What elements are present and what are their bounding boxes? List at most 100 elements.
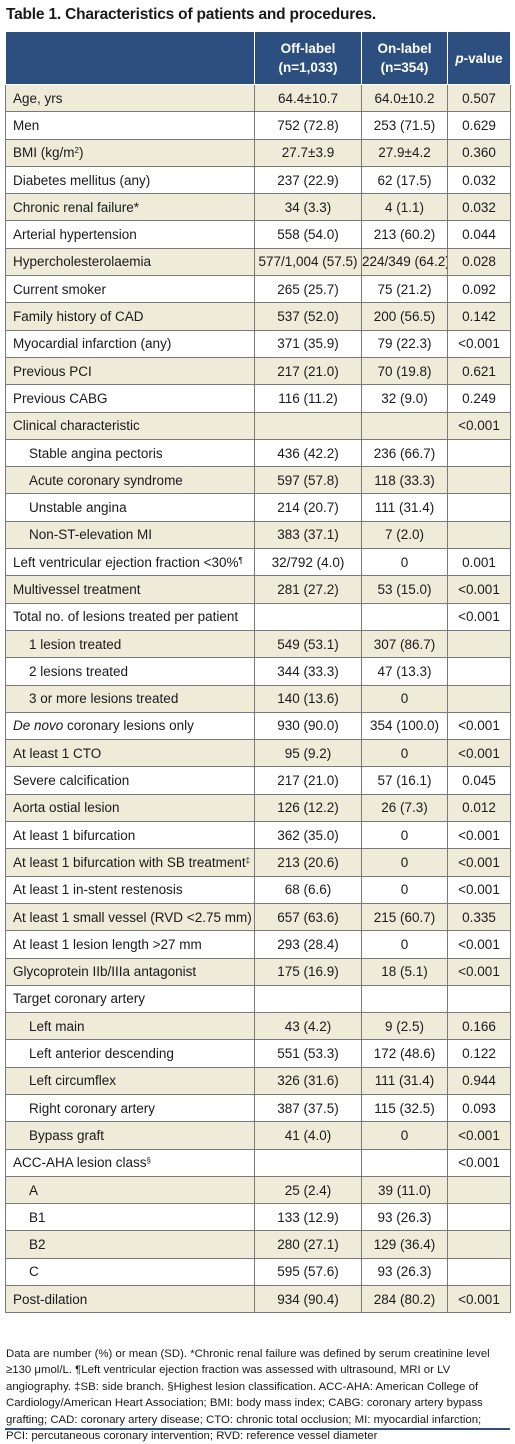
off-label-value: 344 (33.3)	[254, 657, 362, 686]
on-label-value: 253 (71.5)	[361, 111, 448, 140]
row-label: Previous PCI	[5, 356, 255, 386]
off-label-value: 387 (37.5)	[254, 1093, 362, 1123]
on-label-value: 93 (26.3)	[361, 1257, 448, 1287]
on-label-value: 57 (16.1)	[361, 766, 448, 795]
on-label-value: 75 (21.2)	[361, 275, 448, 304]
p-value: <0.001	[447, 602, 511, 631]
p-value: 0.507	[447, 83, 511, 113]
p-value: <0.001	[447, 957, 511, 986]
table-row: Stable angina pectoris 436 (42.2) 236 (66.…	[5, 438, 511, 468]
table-row: Previous PCI 217 (21.0) 70 (19.8) 0.621	[5, 356, 511, 386]
row-label: Left main	[5, 1012, 255, 1041]
off-label-value: 214 (20.7)	[254, 493, 362, 522]
p-value	[447, 466, 511, 495]
table-row: Arterial hypertension 558 (54.0) 213 (60.2…	[5, 220, 511, 249]
off-label-value: 175 (16.9)	[254, 957, 362, 986]
p-value: <0.001	[447, 875, 511, 904]
off-label-value: 237 (22.9)	[254, 165, 362, 195]
p-value: 0.032	[447, 193, 511, 222]
row-label: At least 1 in-stent restenosis	[5, 875, 255, 904]
table-row: Post-dilation 934 (90.4) 284 (80.2) <0.001	[5, 1285, 511, 1314]
on-label-value: 224/349 (64.2)	[361, 247, 448, 277]
table-row: 1 lesion treated 549 (53.1) 307 (86.7)	[5, 629, 511, 659]
p-value: <0.001	[447, 821, 511, 850]
table-row: BMI (kg/m2) 27.7±3.9 27.9±4.2 0.360	[5, 138, 511, 167]
row-label: Age, yrs	[5, 83, 255, 113]
row-label: At least 1 CTO	[5, 739, 255, 768]
table-row: Age, yrs 64.4±10.7 64.0±10.2 0.507	[5, 83, 511, 113]
table-row: Clinical characteristic <0.001	[5, 411, 511, 440]
table-row: Total no. of lesions treated per patient…	[5, 602, 511, 631]
on-label-value: 0	[361, 684, 448, 713]
table-row: Myocardial infarction (any) 371 (35.9) 79 …	[5, 329, 511, 358]
row-label: Myocardial infarction (any)	[5, 329, 255, 358]
on-label-value: 47 (13.3)	[361, 657, 448, 686]
row-label: A	[5, 1175, 255, 1205]
row-label: Total no. of lesions treated per patient	[5, 602, 255, 631]
row-label: C	[5, 1257, 255, 1287]
header-off-label: Off-label (n=1,033)	[254, 31, 362, 85]
table-row: Severe calcification 217 (21.0) 57 (16.1) 0…	[5, 766, 511, 795]
p-value: <0.001	[447, 739, 511, 768]
row-label: Chronic renal failure*	[5, 193, 255, 222]
on-label-value: 284 (80.2)	[361, 1285, 448, 1314]
row-label: Multivessel treatment	[5, 575, 255, 604]
p-value	[447, 629, 511, 659]
p-value	[447, 1203, 511, 1232]
row-label: Target coronary artery	[5, 984, 255, 1014]
p-value	[447, 520, 511, 550]
table-row: Multivessel treatment 281 (27.2) 53 (15.0)…	[5, 575, 511, 604]
p-value: <0.001	[447, 848, 511, 877]
on-label-value: 64.0±10.2	[361, 83, 448, 113]
on-label-value: 115 (32.5)	[361, 1093, 448, 1123]
on-label-value: 0	[361, 930, 448, 959]
table-row: B1 133 (12.9) 93 (26.3)	[5, 1203, 511, 1232]
p-value: 0.335	[447, 902, 511, 932]
characteristics-table: Off-label (n=1,033) On-label (n=354) p-val…	[5, 31, 511, 1314]
off-label-value: 383 (37.1)	[254, 520, 362, 550]
row-label: Family history of CAD	[5, 302, 255, 331]
table-row: Diabetes mellitus (any) 237 (22.9) 62 (17.…	[5, 165, 511, 195]
off-label-value: 752 (72.8)	[254, 111, 362, 140]
table-row: De novo coronary lesions only 930 (90.0) 3…	[5, 711, 511, 741]
row-label: At least 1 bifurcation	[5, 821, 255, 850]
on-label-value: 111 (31.4)	[361, 1066, 448, 1095]
on-label-value: 213 (60.2)	[361, 220, 448, 249]
off-label-value	[254, 1148, 362, 1177]
on-label-value: 0	[361, 548, 448, 577]
p-value	[447, 684, 511, 713]
p-value: 0.001	[447, 548, 511, 577]
row-label: 3 or more lesions treated	[5, 684, 255, 713]
row-label: B2	[5, 1230, 255, 1259]
row-label: BMI (kg/m2)	[5, 138, 255, 167]
row-label: Hypercholesterolaemia	[5, 247, 255, 277]
on-label-value: 118 (33.3)	[361, 466, 448, 495]
off-label-value: 934 (90.4)	[254, 1285, 362, 1314]
off-label-value	[254, 411, 362, 440]
table-row: At least 1 bifurcation 362 (35.0) 0 <0.001	[5, 821, 511, 850]
table-row: Previous CABG 116 (11.2) 32 (9.0) 0.249	[5, 384, 511, 413]
on-label-value: 9 (2.5)	[361, 1012, 448, 1041]
off-label-value: 280 (27.1)	[254, 1230, 362, 1259]
row-label: Left ventricular ejection fraction <30%¶	[5, 548, 255, 577]
row-label: Diabetes mellitus (any)	[5, 165, 255, 195]
on-label-value: 200 (56.5)	[361, 302, 448, 331]
row-label: At least 1 small vessel (RVD <2.75 mm)	[5, 902, 255, 932]
p-value: <0.001	[447, 1148, 511, 1177]
header-on-label: On-label (n=354)	[361, 31, 448, 85]
on-label-value: 62 (17.5)	[361, 165, 448, 195]
on-label-value: 0	[361, 821, 448, 850]
p-value: 0.166	[447, 1012, 511, 1041]
off-label-value: 126 (12.2)	[254, 793, 362, 823]
p-value: 0.028	[447, 247, 511, 277]
row-label: Bypass graft	[5, 1121, 255, 1150]
table-row: Right coronary artery 387 (37.5) 115 (32.5…	[5, 1093, 511, 1123]
off-label-value: 217 (21.0)	[254, 766, 362, 795]
p-value: 0.360	[447, 138, 511, 167]
row-label: 2 lesions treated	[5, 657, 255, 686]
on-label-value	[361, 602, 448, 631]
table-row: Left ventricular ejection fraction <30%¶…	[5, 548, 511, 577]
row-label: Previous CABG	[5, 384, 255, 413]
table-row: ACC-AHA lesion class§ <0.001	[5, 1148, 511, 1177]
table-row: Unstable angina 214 (20.7) 111 (31.4)	[5, 493, 511, 522]
